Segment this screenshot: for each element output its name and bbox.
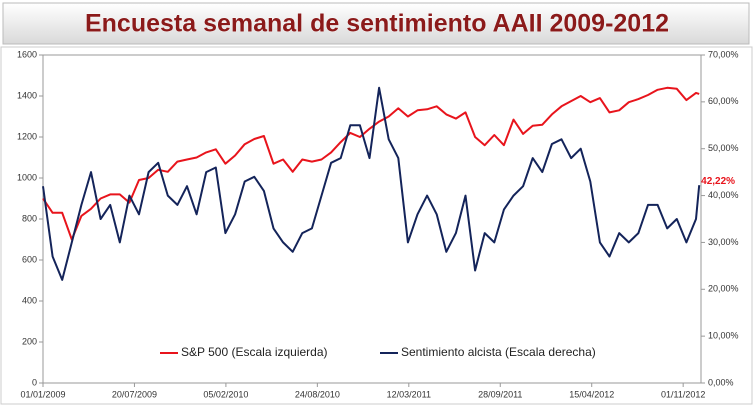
x-tick-label: 28/09/2011 xyxy=(478,389,522,399)
annotation: 42,22% xyxy=(701,176,735,187)
y2-tick-label: 10,00% xyxy=(708,331,739,341)
series-line xyxy=(42,86,701,281)
y2-tick-label: 30,00% xyxy=(708,237,739,247)
x-tick-label: 20/07/2009 xyxy=(112,389,157,399)
y2-tick-label: 20,00% xyxy=(708,284,739,294)
title-box xyxy=(2,2,750,45)
y2-tick-label: 70,00% xyxy=(708,49,739,59)
y-tick-label: 400 xyxy=(22,295,37,305)
y2-tick-label: 0,00% xyxy=(708,377,734,387)
chart-title: Encuesta semanal de sentimiento AAII 200… xyxy=(85,10,669,38)
legend-label: Sentimiento alcista (Escala derecha) xyxy=(401,345,596,359)
legend-label: S&P 500 (Escala izquierda) xyxy=(181,345,328,359)
plot-area xyxy=(42,54,702,384)
y-tick-label: 1200 xyxy=(17,131,37,141)
chart-border xyxy=(0,46,753,405)
y-tick-label: 600 xyxy=(22,254,37,264)
y2-tick-label: 60,00% xyxy=(708,96,739,106)
y-tick-label: 800 xyxy=(22,213,37,223)
y-tick-label: 1400 xyxy=(17,90,37,100)
x-tick-label: 24/08/2010 xyxy=(295,389,340,399)
x-tick-label: 12/03/2011 xyxy=(387,389,431,399)
y2-tick-label: 50,00% xyxy=(708,143,739,153)
y2-tick-label: 40,00% xyxy=(708,190,739,200)
y-tick-label: 0 xyxy=(32,377,37,387)
x-tick-label: 01/01/2009 xyxy=(20,389,65,399)
y-tick-label: 1600 xyxy=(17,49,37,59)
y-tick-label: 200 xyxy=(22,336,37,346)
x-tick-label: 05/02/2010 xyxy=(203,389,248,399)
x-tick-label: 01/11/2012 xyxy=(661,389,705,399)
y-tick-label: 1000 xyxy=(17,172,37,182)
x-tick-label: 15/04/2012 xyxy=(569,389,614,399)
